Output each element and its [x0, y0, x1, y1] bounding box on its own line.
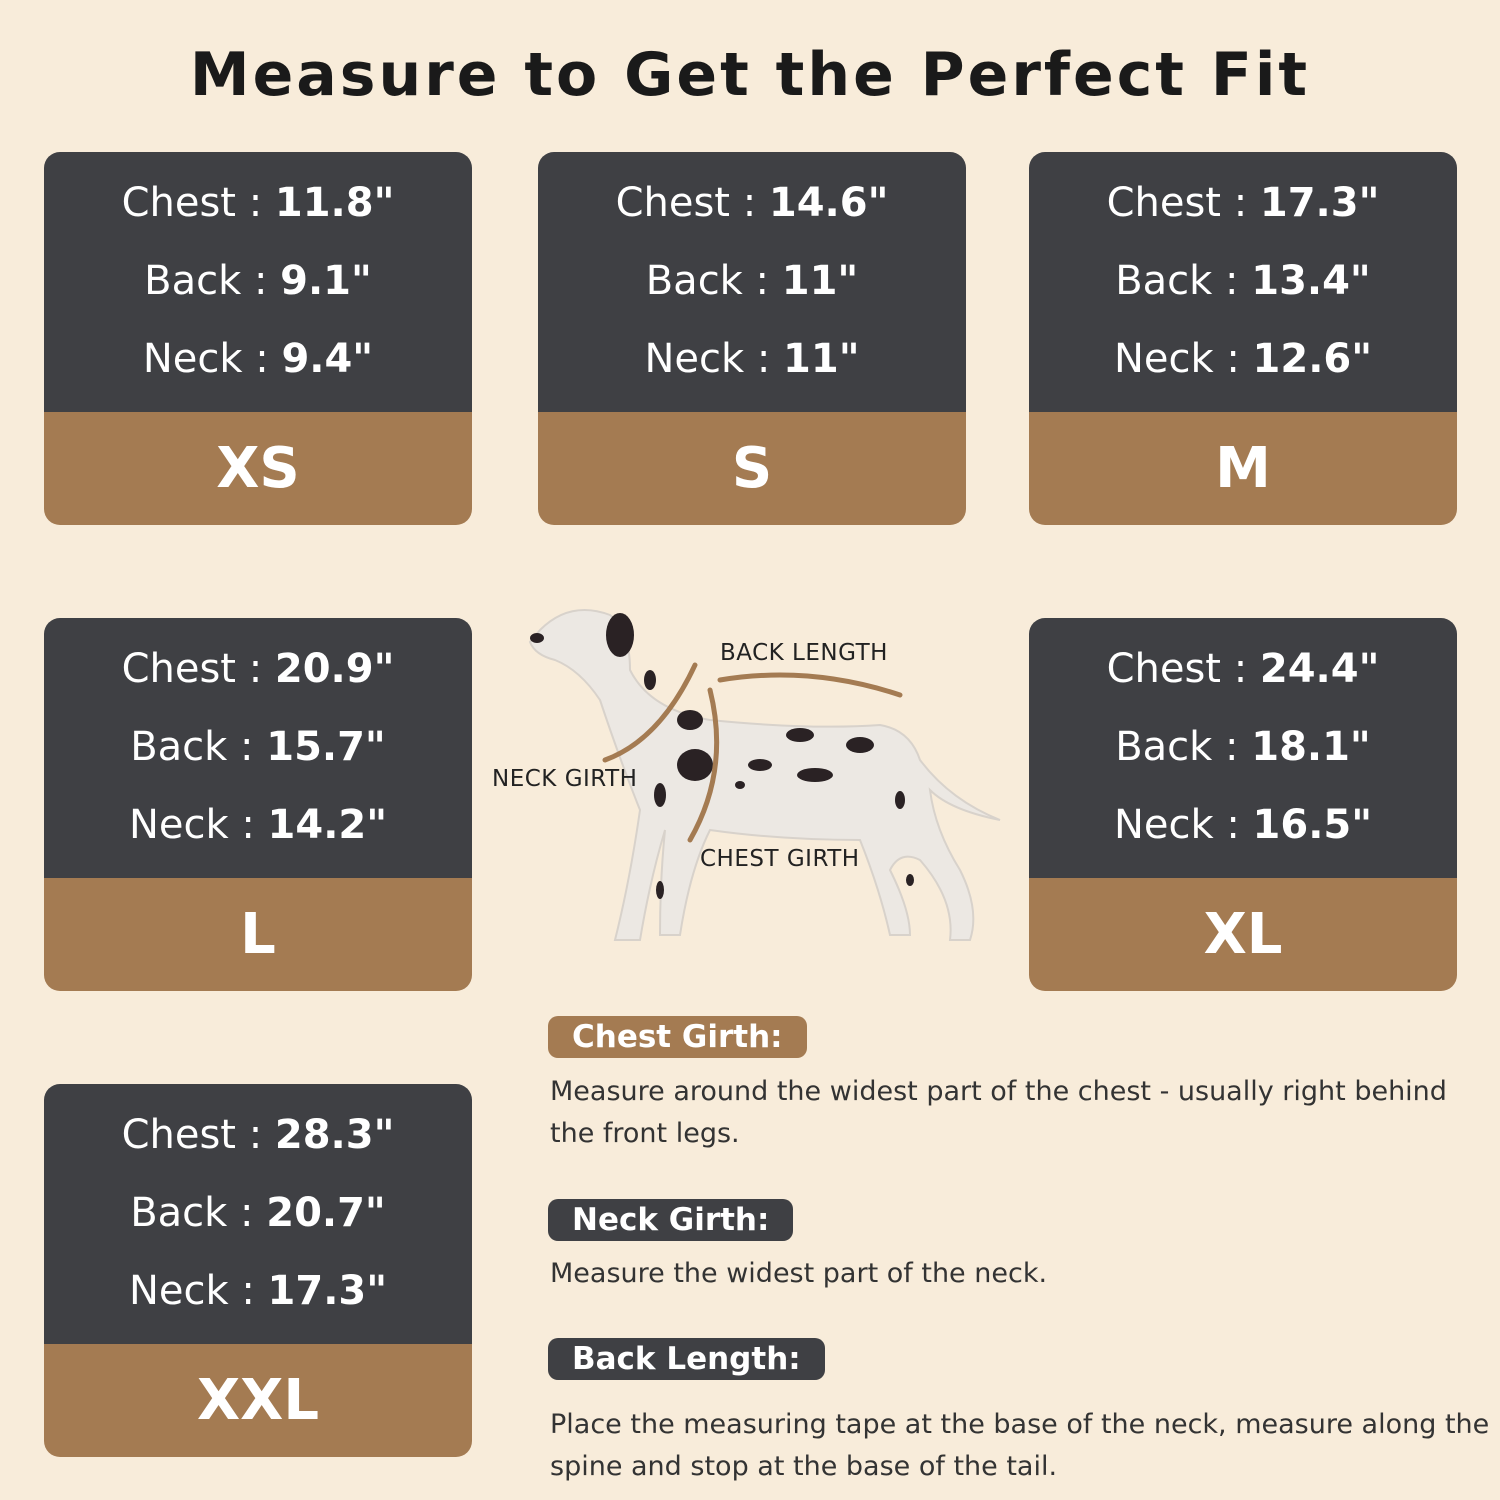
size-label: XXL — [44, 1344, 472, 1457]
chest-label: Chest : — [121, 1112, 275, 1158]
back-value: 11" — [781, 258, 859, 304]
measurements: Chest : 28.3" Back : 20.7" Neck : 17.3" — [44, 1084, 472, 1344]
size-card-xxl: Chest : 28.3" Back : 20.7" Neck : 17.3" … — [44, 1084, 472, 1457]
back-value: 9.1" — [280, 258, 372, 304]
neck-label: Neck : — [142, 336, 282, 382]
neck-row: Neck : 9.4" — [44, 335, 472, 383]
size-label: S — [538, 412, 966, 525]
back-label: Back : — [130, 724, 267, 770]
back-value: 20.7" — [266, 1190, 386, 1236]
chest-label: Chest : — [1106, 646, 1260, 692]
measurements: Chest : 17.3" Back : 13.4" Neck : 12.6" — [1029, 152, 1457, 412]
chest-label: Chest : — [121, 646, 275, 692]
chest-girth-text: Measure around the widest part of the ch… — [550, 1076, 1447, 1149]
back-label: Back : — [130, 1190, 267, 1236]
measurements: Chest : 24.4" Back : 18.1" Neck : 16.5" — [1029, 618, 1457, 878]
chest-value: 17.3" — [1259, 180, 1380, 226]
chest-row: Chest : 14.6" — [538, 179, 966, 227]
chest-row: Chest : 28.3" — [44, 1111, 472, 1159]
back-row: Back : 13.4" — [1029, 257, 1457, 305]
chest-label: Chest : — [1106, 180, 1260, 226]
size-label: XL — [1029, 878, 1457, 991]
neck-value: 16.5" — [1252, 802, 1373, 848]
neck-row: Neck : 16.5" — [1029, 801, 1457, 849]
chest-row: Chest : 20.9" — [44, 645, 472, 693]
neck-value: 9.4" — [281, 336, 374, 382]
back-value: 13.4" — [1251, 258, 1371, 304]
back-row: Back : 11" — [538, 257, 966, 305]
size-card-m: Chest : 17.3" Back : 13.4" Neck : 12.6" … — [1029, 152, 1457, 525]
chest-girth-label: CHEST GIRTH — [700, 846, 860, 872]
neck-row: Neck : 14.2" — [44, 801, 472, 849]
back-row: Back : 20.7" — [44, 1189, 472, 1237]
back-row: Back : 9.1" — [44, 257, 472, 305]
chest-value: 11.8" — [274, 180, 395, 226]
neck-row: Neck : 12.6" — [1029, 335, 1457, 383]
neck-row: Neck : 17.3" — [44, 1267, 472, 1315]
chest-label: Chest : — [615, 180, 769, 226]
dalmatian-illustration — [480, 590, 1020, 970]
back-row: Back : 15.7" — [44, 723, 472, 771]
size-card-xs: Chest : 11.8" Back : 9.1" Neck : 9.4" XS — [44, 152, 472, 525]
chest-row: Chest : 17.3" — [1029, 179, 1457, 227]
size-label: L — [44, 878, 472, 991]
measurements: Chest : 14.6" Back : 11" Neck : 11" — [538, 152, 966, 412]
chest-value: 28.3" — [274, 1112, 395, 1158]
back-value: 15.7" — [266, 724, 386, 770]
measurements: Chest : 11.8" Back : 9.1" Neck : 9.4" — [44, 152, 472, 412]
size-card-l: Chest : 20.9" Back : 15.7" Neck : 14.2" … — [44, 618, 472, 991]
back-label: Back : — [645, 258, 782, 304]
back-length-label: BACK LENGTH — [720, 640, 888, 666]
neck-girth-text: Measure the widest part of the neck. — [550, 1258, 1048, 1289]
measurements: Chest : 20.9" Back : 15.7" Neck : 14.2" — [44, 618, 472, 878]
neck-girth-label: NECK GIRTH — [492, 766, 638, 792]
neck-value: 11" — [783, 336, 860, 382]
neck-label: Neck : — [1113, 802, 1253, 848]
back-row: Back : 18.1" — [1029, 723, 1457, 771]
size-label: XS — [44, 412, 472, 525]
chest-row: Chest : 24.4" — [1029, 645, 1457, 693]
chest-row: Chest : 11.8" — [44, 179, 472, 227]
chest-value: 14.6" — [768, 180, 889, 226]
neck-label: Neck : — [644, 336, 784, 382]
page-title: Measure to Get the Perfect Fit — [189, 40, 1311, 110]
chest-value: 20.9" — [274, 646, 395, 692]
back-label: Back : — [1115, 724, 1252, 770]
neck-label: Neck : — [1113, 336, 1253, 382]
neck-girth-heading: Neck Girth: — [548, 1199, 794, 1241]
back-label: Back : — [144, 258, 281, 304]
size-label: M — [1029, 412, 1457, 525]
back-length-heading: Back Length: — [548, 1338, 825, 1380]
size-card-s: Chest : 14.6" Back : 11" Neck : 11" S — [538, 152, 966, 525]
neck-value: 12.6" — [1252, 336, 1373, 382]
neck-label: Neck : — [128, 802, 268, 848]
chest-value: 24.4" — [1259, 646, 1380, 692]
chest-label: Chest : — [121, 180, 275, 226]
back-label: Back : — [1115, 258, 1252, 304]
neck-value: 14.2" — [267, 802, 388, 848]
back-value: 18.1" — [1251, 724, 1371, 770]
size-card-xl: Chest : 24.4" Back : 18.1" Neck : 16.5" … — [1029, 618, 1457, 991]
chest-girth-heading: Chest Girth: — [548, 1016, 807, 1058]
neck-row: Neck : 11" — [538, 335, 966, 383]
neck-label: Neck : — [128, 1268, 268, 1314]
back-length-text: Place the measuring tape at the base of … — [550, 1409, 1490, 1482]
neck-value: 17.3" — [267, 1268, 388, 1314]
